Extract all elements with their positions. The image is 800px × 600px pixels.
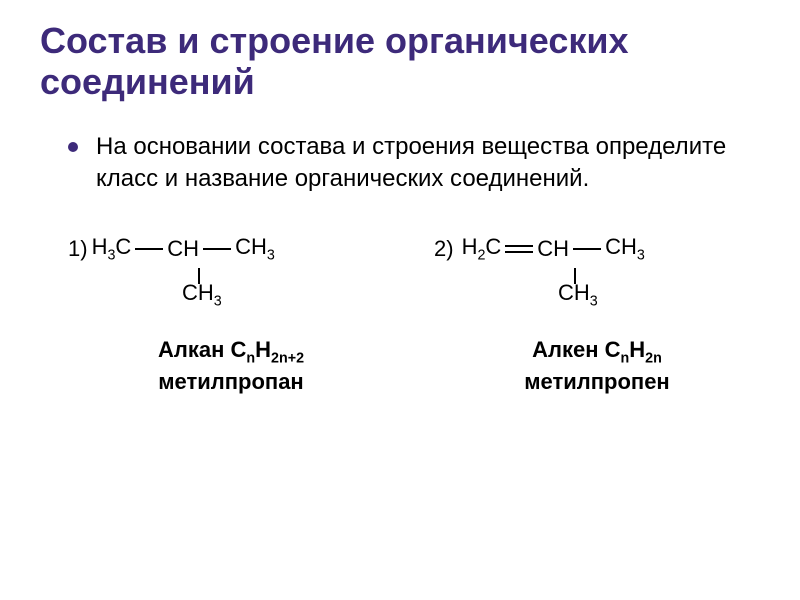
examples-row: 1) H3C CH CH3 CH3 Алкан CnH2n+2 метилпро… <box>68 236 760 396</box>
ex1-num: 1) <box>68 238 88 260</box>
ex2-branch: CH3 <box>558 282 598 309</box>
ex1-class: Алкан CnH2n+2 <box>158 336 304 368</box>
body-block: На основании состава и строения вещества… <box>68 131 760 196</box>
example-2-answer: Алкен CnH2n метилпропен <box>524 336 669 396</box>
bond-single-icon <box>135 248 163 250</box>
example-1: 1) H3C CH CH3 CH3 Алкан CnH2n+2 метилпро… <box>68 236 394 396</box>
bond-double-icon <box>505 245 533 253</box>
ex1-name: метилпропан <box>158 368 304 396</box>
example-1-answer: Алкан CnH2n+2 метилпропан <box>158 336 304 396</box>
example-2: 2) H2C CH CH3 CH3 Алкен CnH2n метилпропе… <box>434 236 760 396</box>
ex1-c2: CH <box>167 238 199 260</box>
ex2-c1: H2C <box>462 236 502 263</box>
bond-single-icon <box>573 248 601 250</box>
bond-single-icon <box>203 248 231 250</box>
ex2-c3: CH3 <box>605 236 645 263</box>
bullet-icon <box>68 142 78 152</box>
ex1-c3: CH3 <box>235 236 275 263</box>
ex1-branch: CH3 <box>182 282 222 309</box>
ex2-class: Алкен CnH2n <box>524 336 669 368</box>
ex2-name: метилпропен <box>524 368 669 396</box>
ex2-num: 2) <box>434 238 454 260</box>
slide-title: Состав и строение органических соединени… <box>40 20 760 103</box>
formula-1: 1) H3C CH CH3 CH3 <box>68 236 394 326</box>
ex1-c1: H3C <box>92 236 132 263</box>
ex2-c2: CH <box>537 238 569 260</box>
body-text: На основании состава и строения вещества… <box>96 131 760 196</box>
formula-2: 2) H2C CH CH3 CH3 <box>434 236 760 326</box>
